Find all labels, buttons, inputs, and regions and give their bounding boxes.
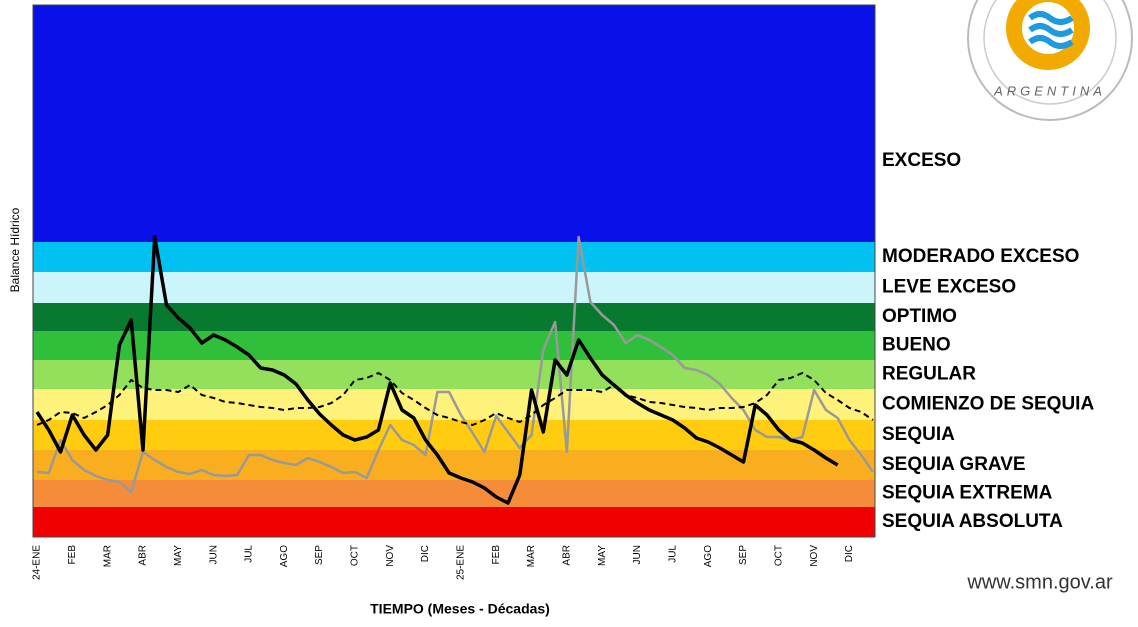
- series-line: [36, 235, 875, 494]
- x-tick-label: SEP: [738, 545, 749, 565]
- x-tick-label: 24-ENE: [32, 545, 43, 580]
- x-tick-label: 25-ENE: [456, 545, 467, 580]
- x-tick-label: OCT: [350, 545, 361, 566]
- x-tick-label: DIC: [844, 545, 855, 562]
- band-label: SEQUIA ABSOLUTA: [882, 511, 1063, 532]
- x-tick-label: FEB: [67, 545, 78, 565]
- x-tick-label: FEB: [491, 545, 502, 565]
- x-axis-label: TIEMPO (Meses - Décadas): [370, 601, 550, 617]
- x-tick-label: ABR: [561, 545, 572, 566]
- band-label: LEVE EXCESO: [882, 277, 1016, 298]
- band: [33, 507, 875, 537]
- x-tick-label: JUN: [208, 545, 219, 564]
- band-label: BUENO: [882, 335, 951, 356]
- series-line: [36, 372, 874, 426]
- x-tick-label: JUL: [667, 545, 678, 563]
- x-tick-label: AGO: [703, 545, 714, 567]
- x-tick-label: MAR: [102, 545, 113, 567]
- band: [33, 242, 875, 272]
- band: [33, 5, 875, 242]
- x-tick-label: DIC: [420, 545, 431, 562]
- y-axis-label: Balance Hídrico: [8, 207, 22, 292]
- logo: ARGENTINA: [967, 0, 1133, 121]
- band-label: EXCESO: [882, 150, 961, 171]
- bands: [33, 5, 875, 537]
- x-tick-label: AGO: [279, 545, 290, 567]
- band-label: OPTIMO: [882, 306, 957, 327]
- x-tick-label: SEP: [314, 545, 325, 565]
- x-tick-label: JUL: [244, 545, 255, 563]
- band: [33, 480, 875, 507]
- logo-text: ARGENTINA: [993, 83, 1106, 98]
- band: [33, 360, 875, 389]
- band-label: SEQUIA GRAVE: [882, 454, 1026, 475]
- band-label: COMIENZO DE SEQUIA: [882, 394, 1094, 415]
- band-label: REGULAR: [882, 364, 976, 385]
- band-label: MODERADO EXCESO: [882, 246, 1079, 267]
- x-tick-label: NOV: [385, 545, 396, 567]
- band: [33, 303, 875, 331]
- x-tick-label: ABR: [138, 545, 149, 566]
- source: www.smn.gov.ar: [966, 571, 1113, 593]
- band: [33, 272, 875, 303]
- band: [33, 420, 875, 450]
- x-tick-label: MAY: [173, 545, 184, 566]
- band: [33, 389, 875, 420]
- x-tick-label: OCT: [773, 545, 784, 566]
- x-tick-label: NOV: [809, 545, 820, 567]
- band-label: SEQUIA EXTREMA: [882, 483, 1053, 504]
- series-line: [35, 235, 839, 505]
- plot-frame: [32, 4, 876, 538]
- x-tick-label: MAR: [526, 545, 537, 567]
- band-label: SEQUIA: [882, 424, 955, 445]
- band: [33, 331, 875, 360]
- x-tick-label: MAY: [597, 545, 608, 566]
- x-tick-label: JUN: [632, 545, 643, 564]
